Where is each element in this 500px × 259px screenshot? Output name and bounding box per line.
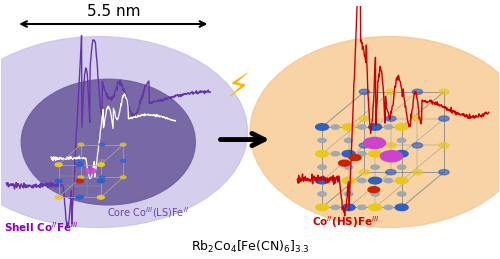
Circle shape (359, 89, 370, 95)
Text: Core Co$^{III}$(LS)Fe$^{II}$: Core Co$^{III}$(LS)Fe$^{II}$ (107, 205, 189, 220)
Circle shape (344, 165, 353, 169)
Ellipse shape (250, 37, 500, 227)
Text: Shell Co$^{II}$Fe$^{III}$: Shell Co$^{II}$Fe$^{III}$ (4, 221, 78, 234)
Circle shape (368, 150, 382, 157)
Circle shape (55, 163, 62, 167)
Text: 5.5 nm: 5.5 nm (86, 4, 140, 19)
Circle shape (318, 165, 326, 169)
Circle shape (438, 170, 449, 175)
Circle shape (371, 192, 380, 196)
Circle shape (55, 196, 62, 199)
Circle shape (358, 205, 366, 210)
Circle shape (368, 187, 380, 193)
Circle shape (78, 176, 84, 179)
Circle shape (368, 204, 382, 211)
Circle shape (342, 177, 355, 184)
Circle shape (395, 204, 408, 211)
Circle shape (98, 163, 104, 167)
Circle shape (316, 124, 328, 130)
Circle shape (371, 138, 380, 142)
Circle shape (386, 89, 396, 95)
Circle shape (386, 116, 396, 121)
Circle shape (384, 152, 392, 156)
Circle shape (100, 143, 105, 146)
Circle shape (331, 152, 340, 156)
Circle shape (76, 163, 83, 167)
Circle shape (100, 160, 105, 162)
Circle shape (371, 165, 380, 169)
Circle shape (358, 178, 366, 183)
Circle shape (438, 89, 449, 95)
Circle shape (398, 138, 406, 142)
Ellipse shape (22, 79, 196, 205)
Circle shape (398, 192, 406, 196)
Circle shape (100, 176, 105, 179)
Circle shape (358, 152, 366, 156)
Circle shape (318, 192, 326, 196)
Circle shape (364, 138, 386, 148)
Ellipse shape (0, 37, 248, 227)
Circle shape (78, 160, 84, 162)
Circle shape (380, 151, 402, 162)
Circle shape (359, 116, 370, 121)
Circle shape (395, 177, 408, 184)
Circle shape (384, 125, 392, 129)
Circle shape (342, 204, 355, 211)
Circle shape (412, 89, 422, 95)
Circle shape (338, 160, 350, 166)
Circle shape (316, 150, 328, 157)
Circle shape (55, 179, 62, 183)
Circle shape (386, 170, 396, 175)
Circle shape (98, 179, 104, 183)
Circle shape (120, 176, 126, 179)
Circle shape (342, 150, 355, 157)
Circle shape (368, 177, 382, 184)
Circle shape (331, 125, 340, 129)
Circle shape (368, 124, 382, 130)
Circle shape (386, 143, 396, 148)
Circle shape (395, 124, 408, 130)
Circle shape (98, 196, 104, 199)
Text: ⚡: ⚡ (226, 70, 250, 103)
Circle shape (316, 177, 328, 184)
Text: Co$^{II}$(HS)Fe$^{III}$: Co$^{II}$(HS)Fe$^{III}$ (312, 214, 380, 230)
Circle shape (344, 192, 353, 196)
Circle shape (438, 116, 449, 121)
Circle shape (384, 178, 392, 183)
Circle shape (331, 178, 340, 183)
Circle shape (412, 143, 422, 148)
Circle shape (412, 116, 422, 121)
Circle shape (438, 143, 449, 148)
Circle shape (395, 150, 408, 157)
Circle shape (358, 125, 366, 129)
Circle shape (318, 138, 326, 142)
Circle shape (86, 168, 96, 174)
Text: Rb$_{2}$Co$_{4}$[Fe(CN)$_{6}$]$_{3.3}$: Rb$_{2}$Co$_{4}$[Fe(CN)$_{6}$]$_{3.3}$ (190, 239, 310, 255)
Circle shape (359, 170, 370, 175)
Circle shape (350, 155, 361, 161)
Circle shape (331, 205, 340, 210)
Circle shape (120, 160, 126, 162)
Circle shape (342, 124, 355, 130)
Circle shape (76, 179, 83, 183)
Circle shape (412, 170, 422, 175)
Circle shape (120, 143, 126, 146)
Circle shape (344, 138, 353, 142)
Circle shape (384, 205, 392, 210)
Circle shape (76, 196, 83, 199)
Circle shape (316, 204, 328, 211)
Circle shape (359, 143, 370, 148)
Circle shape (78, 143, 84, 146)
Circle shape (398, 165, 406, 169)
